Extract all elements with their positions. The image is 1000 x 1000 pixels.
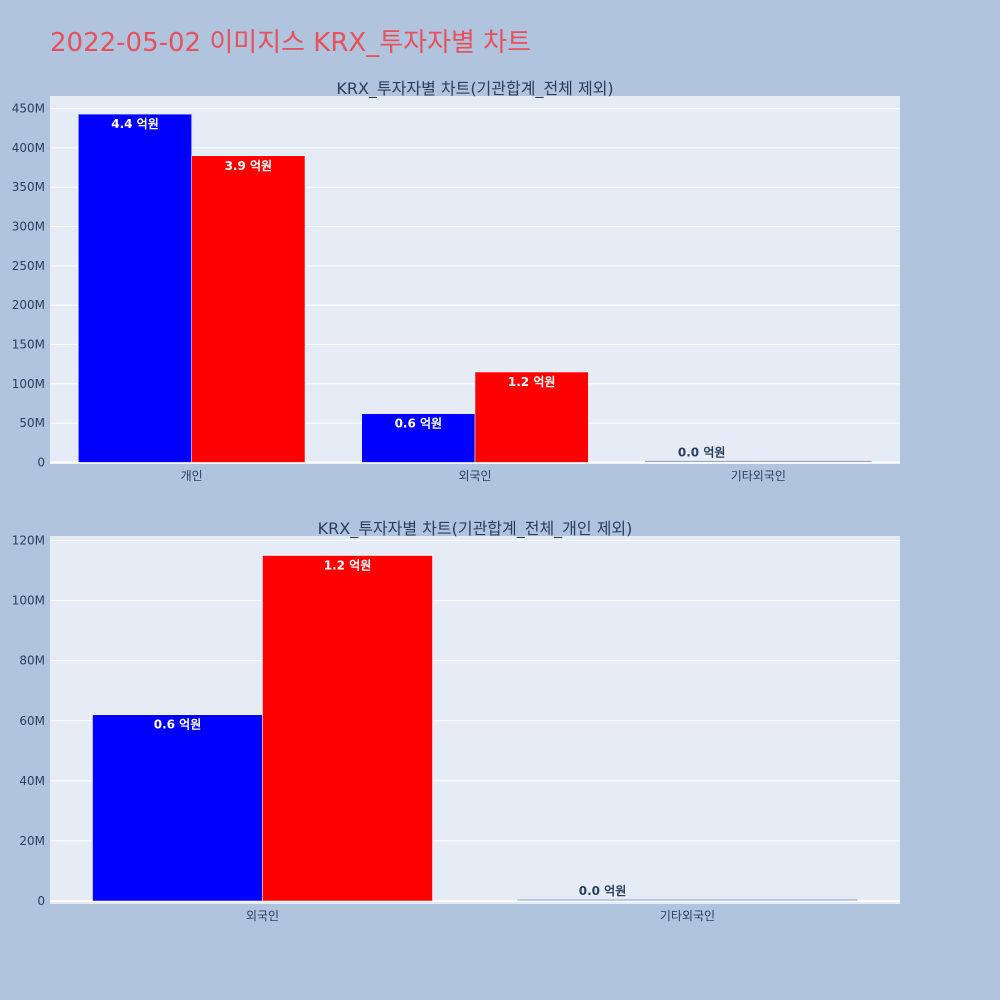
chart-title: KRX_투자자별 차트(기관합계_전체_개인 제외) (318, 519, 633, 539)
y-tick-label: 80M (19, 654, 45, 668)
data-label: 3.9 억원 (225, 159, 273, 173)
y-tick-label: 400M (12, 141, 45, 155)
data-label: 0.0 억원 (678, 445, 726, 459)
y-tick-label: 60M (19, 714, 45, 728)
bar (361, 413, 476, 463)
y-tick-label: 50M (19, 416, 45, 430)
data-label: 4.4 억원 (111, 117, 159, 131)
y-tick-label: 0 (37, 894, 45, 908)
y-tick-label: 0 (37, 455, 45, 469)
data-label: 1.2 억원 (324, 559, 372, 573)
x-tick-label: 개인 (181, 469, 203, 483)
bar (474, 371, 589, 463)
bar (191, 155, 306, 463)
bar (78, 113, 192, 463)
x-tick-label: 기타외국인 (731, 469, 786, 483)
y-tick-label: 100M (12, 594, 45, 608)
data-label: 0.0 억원 (579, 884, 627, 898)
investor-chart-2: KRX_투자자별 차트(기관합계_전체_개인 제외) 0 20M 40M 60M 80M 1… (12, 519, 900, 923)
bar (92, 714, 263, 902)
page-title: 2022-05-02 이미지스 KRX_투자자별 차트 (50, 28, 532, 58)
y-tick-label: 450M (12, 102, 45, 116)
y-tick-label: 150M (12, 337, 45, 351)
y-tick-label: 20M (19, 834, 45, 848)
y-tick-label: 250M (12, 259, 45, 273)
bar (262, 555, 433, 902)
y-tick-label: 120M (12, 534, 45, 548)
y-tick-label: 40M (19, 774, 45, 788)
x-tick-label: 기타외국인 (660, 909, 715, 923)
x-tick-label: 외국인 (458, 469, 491, 483)
y-tick-label: 300M (12, 220, 45, 234)
data-label: 0.6 억원 (154, 718, 202, 732)
data-label: 0.6 억원 (395, 417, 443, 431)
investor-chart-1: KRX_투자자별 차트(기관합계_전체 제외) 0 50M 100M 150M 200M 2… (12, 79, 900, 483)
x-tick-label: 외국인 (246, 909, 279, 923)
y-tick-label: 350M (12, 180, 45, 194)
chart-title: KRX_투자자별 차트(기관합계_전체 제외) (336, 79, 613, 99)
y-tick-label: 100M (12, 377, 45, 391)
data-label: 1.2 억원 (508, 375, 556, 389)
y-tick-label: 200M (12, 298, 45, 312)
